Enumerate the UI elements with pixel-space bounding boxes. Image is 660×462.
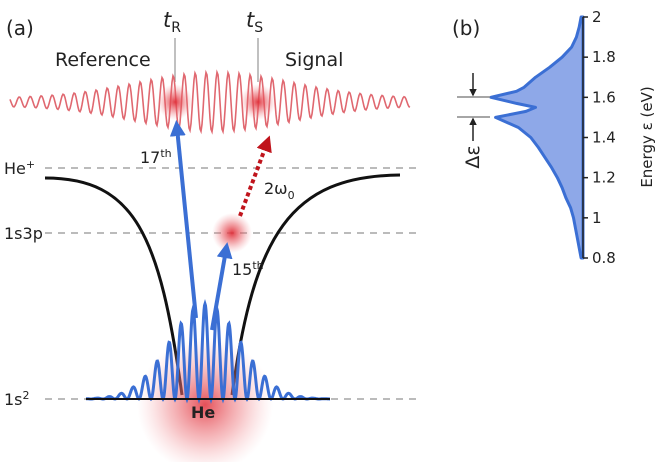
glow bbox=[212, 213, 252, 253]
panel-label: (b) bbox=[452, 16, 480, 40]
y-tick-label: 2 bbox=[592, 8, 602, 26]
y-tick-label: 1.6 bbox=[592, 88, 616, 106]
level-label: He+ bbox=[4, 158, 35, 178]
harmonic-label: 17th bbox=[140, 147, 172, 167]
panel-b: (b) 0.8 1 1.2 1.4 1.6 1.8 2 Energy ε (eV) Δε bbox=[452, 8, 656, 267]
atom-label: He bbox=[191, 403, 215, 422]
y-tick-label: 1.4 bbox=[592, 129, 616, 147]
time-label: tR bbox=[163, 8, 181, 36]
time-label: tS bbox=[246, 8, 263, 36]
panel-a: (a) tR tS Reference Signal He+ 1s3p 1s2 … bbox=[4, 8, 420, 462]
signal-label: Signal bbox=[285, 49, 343, 71]
y-tick-label: 0.8 bbox=[592, 249, 616, 267]
glow bbox=[240, 84, 276, 120]
level-label: 1s2 bbox=[4, 389, 30, 409]
glow bbox=[157, 84, 193, 120]
reference-label: Reference bbox=[55, 49, 151, 71]
spectrum bbox=[491, 17, 583, 258]
y-tick-label: 1 bbox=[592, 209, 602, 227]
level-label: 1s3p bbox=[4, 224, 43, 243]
arrow bbox=[240, 143, 267, 216]
y-tick-label: 1.8 bbox=[592, 48, 616, 66]
probe-label: 2ω0 bbox=[264, 179, 295, 202]
wavepacket bbox=[86, 304, 330, 399]
arrow bbox=[177, 128, 196, 318]
pulse bbox=[10, 72, 410, 131]
y-tick-label: 1.2 bbox=[592, 169, 616, 187]
panel-label: (a) bbox=[6, 16, 34, 40]
annotation: Δε bbox=[462, 145, 484, 168]
figure: (a) tR tS Reference Signal He+ 1s3p 1s2 … bbox=[0, 0, 660, 462]
y-axis-label: Energy ε (eV) bbox=[638, 86, 656, 187]
